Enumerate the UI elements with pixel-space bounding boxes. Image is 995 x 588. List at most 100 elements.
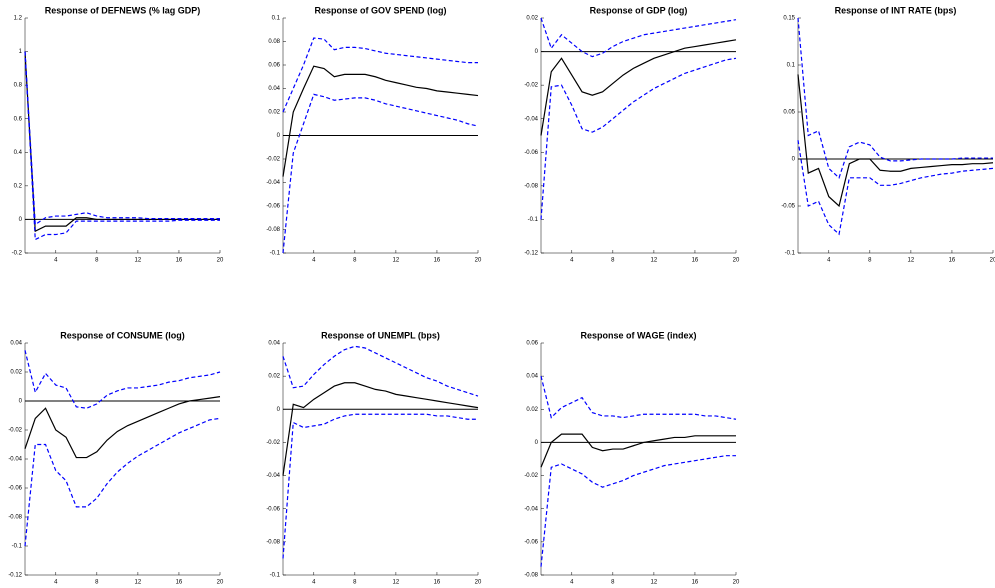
x-tick-label: 4	[312, 580, 316, 586]
y-tick-label: 1.2	[14, 16, 23, 22]
y-tick-label: -0.02	[524, 473, 538, 479]
x-tick-label: 8	[868, 258, 872, 264]
x-tick-label: 20	[733, 258, 740, 264]
x-tick-label: 8	[95, 580, 99, 586]
y-tick-label: 0.02	[526, 16, 538, 22]
x-tick-label: 8	[611, 258, 615, 264]
y-tick-label: -0.02	[266, 440, 280, 446]
y-tick-label: 0	[19, 399, 23, 405]
y-tick-label: 0.04	[268, 341, 280, 347]
y-tick-label: -0.1	[270, 573, 281, 579]
x-tick-label: 20	[217, 258, 224, 264]
series-line	[540, 17, 737, 58]
y-tick-label: 0.02	[10, 370, 22, 376]
y-tick-label: 0	[277, 407, 281, 413]
series-line	[24, 51, 220, 233]
y-tick-label: 0.1	[787, 63, 796, 69]
y-tick-label: 0.04	[10, 341, 22, 347]
x-tick-label: 12	[651, 580, 658, 586]
chart-title: Response of GOV SPEND (log)	[314, 5, 446, 15]
series-line	[282, 382, 479, 476]
y-tick-label: -0.1	[270, 251, 281, 257]
chart-title: Response of UNEMPL (bps)	[321, 330, 440, 340]
y-tick-label: 0.4	[14, 150, 23, 156]
x-tick-label: 20	[475, 580, 482, 586]
y-tick-label: 0.06	[268, 63, 280, 69]
x-tick-label: 16	[692, 258, 699, 264]
chart-title: Response of WAGE (index)	[580, 330, 696, 340]
chart-title: Response of CONSUME (log)	[60, 330, 185, 340]
x-tick-label: 16	[176, 580, 183, 586]
y-tick-label: -0.1	[528, 217, 539, 223]
y-tick-label: -0.06	[8, 486, 22, 492]
series-line	[24, 350, 221, 409]
chart-title: Response of INT RATE (bps)	[835, 5, 957, 15]
y-tick-label: -0.06	[266, 204, 280, 210]
x-tick-label: 12	[651, 258, 658, 264]
y-tick-label: 0	[792, 157, 796, 163]
x-tick-label: 16	[949, 258, 956, 264]
series-line	[24, 396, 221, 459]
series-line	[282, 65, 479, 177]
y-tick-label: -0.04	[266, 180, 280, 186]
x-tick-label: 4	[827, 258, 831, 264]
series-line	[797, 17, 993, 179]
y-tick-label: 0	[277, 133, 281, 139]
y-tick-label: -0.2	[12, 251, 23, 257]
y-tick-label: -0.06	[524, 150, 538, 156]
series-line	[797, 140, 994, 236]
y-tick-label: 0.02	[268, 110, 280, 116]
x-tick-label: 16	[692, 580, 699, 586]
y-tick-label: 0	[535, 49, 539, 55]
y-tick-label: -0.1	[12, 544, 23, 550]
series-line	[24, 417, 221, 547]
x-tick-label: 4	[312, 258, 316, 264]
series-line	[540, 57, 737, 220]
y-tick-label: -0.04	[524, 116, 538, 122]
y-tick-label: -0.04	[524, 506, 538, 512]
x-tick-label: 8	[353, 258, 357, 264]
y-tick-label: 0.1	[272, 16, 281, 22]
y-tick-label: 0.6	[14, 116, 23, 122]
y-tick-label: 0.06	[526, 341, 538, 347]
x-tick-label: 20	[475, 258, 482, 264]
y-tick-label: 0	[535, 440, 539, 446]
y-tick-label: 0.2	[14, 183, 23, 189]
y-tick-label: -0.05	[781, 204, 795, 210]
x-tick-label: 16	[434, 258, 441, 264]
series-line	[540, 455, 736, 567]
y-tick-label: -0.08	[8, 515, 22, 521]
x-tick-label: 4	[570, 258, 574, 264]
y-tick-label: 0.05	[783, 110, 795, 116]
y-tick-label: -0.08	[524, 183, 538, 189]
y-tick-label: 0.04	[526, 374, 538, 380]
x-tick-label: 12	[393, 258, 400, 264]
x-tick-label: 12	[135, 580, 142, 586]
x-tick-label: 16	[176, 258, 183, 264]
y-tick-label: -0.06	[266, 506, 280, 512]
series-line	[24, 51, 220, 241]
series-line	[282, 345, 479, 397]
series-line	[540, 375, 737, 420]
series-line	[24, 51, 220, 226]
x-tick-label: 12	[393, 580, 400, 586]
x-tick-label: 20	[733, 580, 740, 586]
y-tick-label: -0.08	[266, 539, 280, 545]
series-line	[540, 39, 737, 136]
y-tick-label: 0.02	[526, 407, 538, 413]
x-tick-label: 4	[54, 258, 58, 264]
y-tick-label: 0.04	[268, 86, 280, 92]
x-tick-label: 8	[353, 580, 357, 586]
y-tick-label: 0	[19, 217, 23, 223]
x-tick-label: 4	[570, 580, 574, 586]
chart-title: Response of GDP (log)	[590, 5, 688, 15]
x-tick-label: 4	[54, 580, 58, 586]
chart-title: Response of DEFNEWS (% lag GDP)	[45, 5, 201, 15]
y-tick-label: 0.02	[268, 374, 280, 380]
series-line	[540, 433, 736, 468]
y-tick-label: -0.12	[524, 251, 538, 257]
x-tick-label: 16	[434, 580, 441, 586]
x-tick-label: 8	[611, 580, 615, 586]
x-tick-label: 20	[990, 258, 995, 264]
